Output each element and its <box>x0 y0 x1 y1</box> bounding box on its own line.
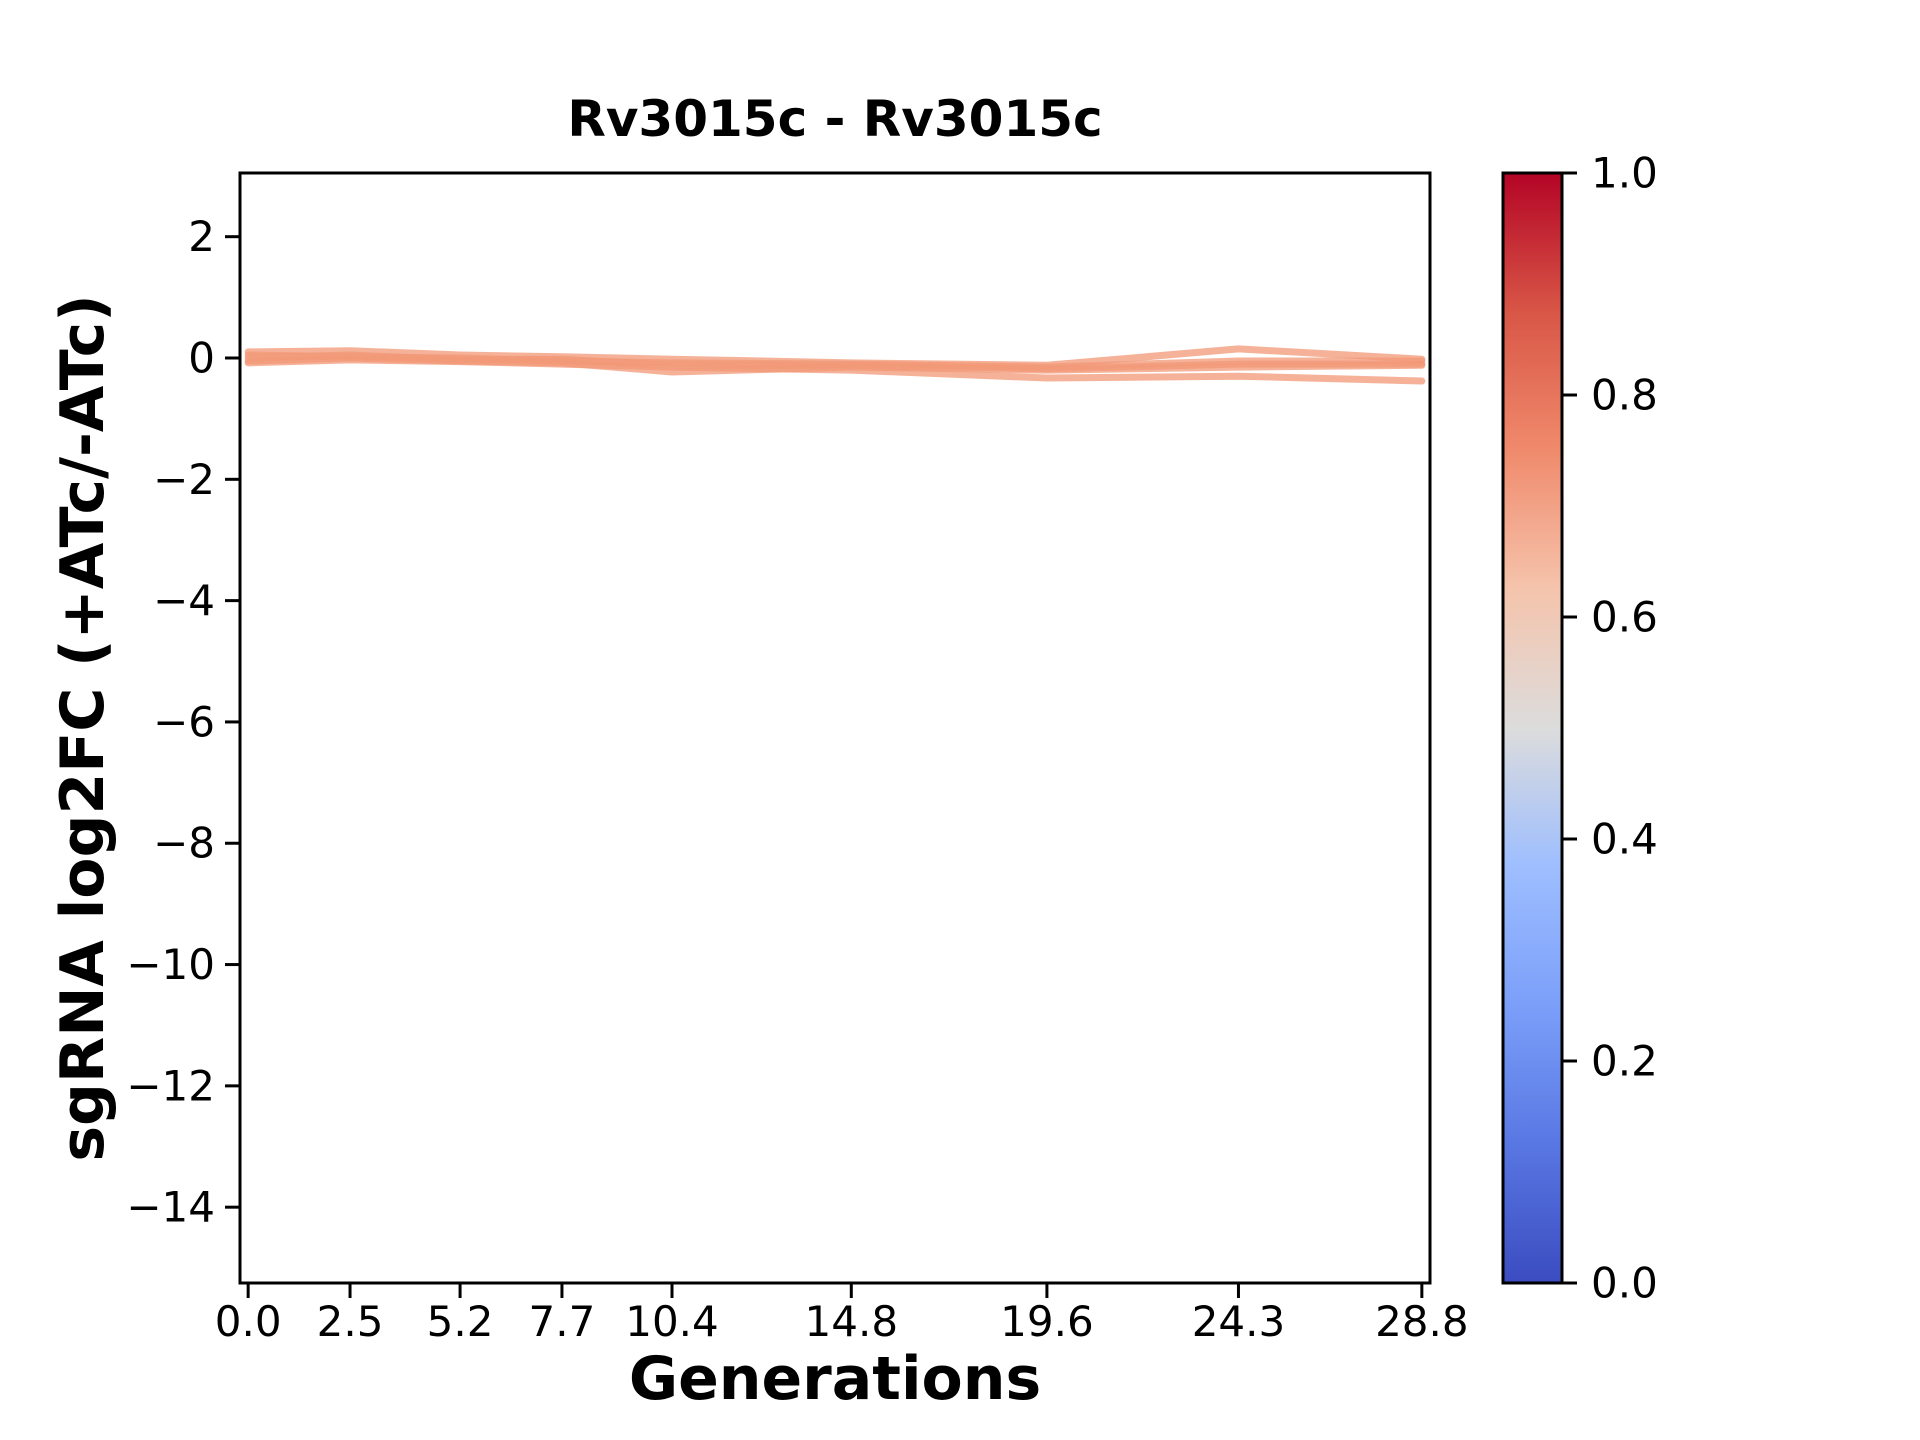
y-tick-label: −2 <box>153 455 215 504</box>
colorbar-tick-label: 0.4 <box>1591 815 1658 864</box>
colorbar-tick-label: 1.0 <box>1591 149 1658 198</box>
colorbar <box>1503 173 1562 1283</box>
y-tick-label: −4 <box>153 576 215 625</box>
x-tick-label: 2.5 <box>317 1297 384 1346</box>
x-tick-label: 7.7 <box>529 1297 596 1346</box>
y-tick-label: −6 <box>153 697 215 746</box>
chart-title: Rv3015c - Rv3015c <box>567 90 1103 148</box>
x-tick-label: 14.8 <box>805 1297 899 1346</box>
y-tick-label: −14 <box>126 1183 215 1232</box>
x-tick-label: 19.6 <box>1000 1297 1094 1346</box>
colorbar-tick-label: 0.2 <box>1591 1037 1658 1086</box>
x-axis-label: Generations <box>628 1344 1042 1414</box>
colorbar-outline <box>1501 171 1564 1285</box>
colorbar-tick-label: 0.6 <box>1591 593 1658 642</box>
x-tick-label: 0.0 <box>215 1297 282 1346</box>
y-tick-label: 2 <box>188 212 215 261</box>
x-tick-label: 24.3 <box>1192 1297 1286 1346</box>
y-tick-label: −12 <box>126 1061 215 1110</box>
y-tick-label: −10 <box>126 940 215 989</box>
colorbar-tick-label: 0.8 <box>1591 371 1658 420</box>
x-tick-label: 5.2 <box>427 1297 494 1346</box>
colorbar-tick-label: 0.0 <box>1591 1259 1658 1308</box>
y-tick-label: −8 <box>153 819 215 868</box>
y-axis-label: sgRNA log2FC (+ATc/-ATc) <box>48 294 118 1162</box>
axes-spines <box>238 171 1432 1285</box>
x-tick-label: 10.4 <box>625 1297 719 1346</box>
y-tick-label: 0 <box>188 334 215 383</box>
series-line-sgRNA-1 <box>244 345 1426 369</box>
series-line-sgRNA-5 <box>244 356 1426 385</box>
x-tick-label: 28.8 <box>1375 1297 1469 1346</box>
